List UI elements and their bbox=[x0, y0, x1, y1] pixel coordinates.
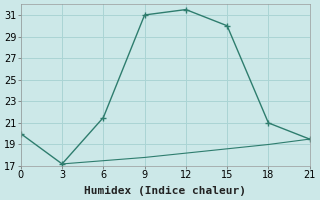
X-axis label: Humidex (Indice chaleur): Humidex (Indice chaleur) bbox=[84, 186, 246, 196]
